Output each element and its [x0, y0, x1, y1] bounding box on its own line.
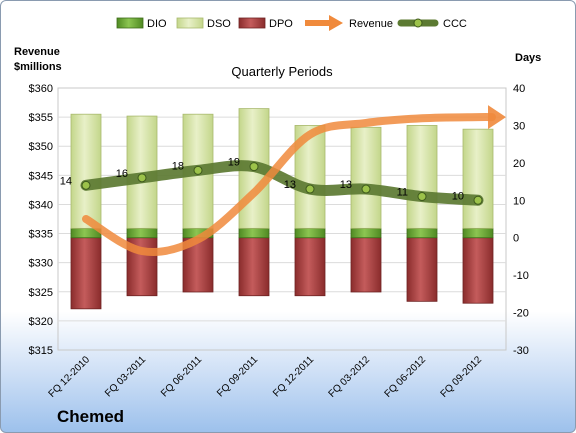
x-tick-label: FQ 06-2011: [159, 354, 204, 399]
y-right-tick-label: 40: [513, 83, 525, 95]
y-left-tick-label: $315: [29, 345, 53, 357]
legend-swatch-dso: [176, 17, 204, 29]
y-left-tick-label: $330: [29, 258, 53, 270]
bar-dpo: [406, 237, 438, 302]
y-right-tick-label: 0: [513, 233, 519, 245]
x-tick-label: FQ 12-2010: [47, 354, 93, 400]
bar-dio: [126, 227, 158, 239]
ccc-point: [81, 180, 91, 190]
y-left-tick-label: $340: [29, 199, 53, 211]
bar-dpo: [294, 237, 326, 297]
y-right-axis-title: Days: [515, 52, 541, 64]
x-tick-label: FQ 03-2012: [327, 354, 373, 400]
chart-title: Quarterly Periods: [231, 64, 333, 79]
x-tick-label: FQ 09-2011: [215, 354, 260, 399]
x-tick-label: FQ 03-2011: [103, 354, 148, 399]
y-left-tick-label: $335: [29, 229, 53, 241]
ccc-data-label: 13: [340, 179, 352, 191]
y-left-tick-label: $350: [29, 141, 53, 153]
bar-dio: [238, 227, 270, 239]
x-tick-label: FQ 06-2012: [383, 354, 429, 400]
ccc-data-label: 10: [452, 190, 464, 202]
ccc-data-label: 14: [60, 175, 72, 187]
y-left-tick-label: $320: [29, 316, 53, 328]
legend-label-revenue: Revenue: [349, 18, 393, 30]
legend-arrowhead-revenue: [329, 15, 343, 31]
bar-dso: [70, 113, 102, 229]
y-right-tick-label: 10: [513, 195, 525, 207]
bar-dso: [406, 125, 438, 229]
revenue-arrowhead: [488, 105, 506, 130]
y-right-tick-label: -10: [513, 270, 529, 282]
plot-area: [57, 87, 507, 351]
bar-dio: [294, 227, 326, 239]
legend-swatch-dio: [116, 17, 144, 29]
y-right-tick-label: 20: [513, 158, 525, 170]
y-left-tick-label: $360: [29, 83, 53, 95]
ccc-point: [137, 173, 147, 183]
y-left-axis-title: Revenue: [14, 46, 60, 58]
ccc-data-label: 13: [284, 179, 296, 191]
ccc-point: [417, 192, 427, 202]
legend-swatch-dpo: [238, 17, 266, 29]
bar-dso: [462, 128, 494, 229]
y-right-tick-label: -30: [513, 345, 529, 357]
y-left-axis-subtitle: $millions: [14, 61, 62, 73]
bar-dso: [350, 126, 382, 229]
bar-dpo: [462, 237, 494, 304]
x-tick-label: FQ 12-2011: [271, 354, 316, 399]
bar-dio: [350, 227, 382, 239]
legend-label-ccc: CCC: [443, 18, 467, 30]
y-right-tick-label: 30: [513, 120, 525, 132]
legend-marker-ccc: [413, 18, 423, 28]
ccc-point: [249, 162, 259, 172]
bar-dpo: [350, 237, 382, 293]
y-right-tick-label: -20: [513, 308, 529, 320]
bar-dpo: [238, 237, 270, 297]
ccc-data-label: 19: [228, 157, 240, 169]
y-left-tick-label: $355: [29, 112, 53, 124]
ccc-point: [193, 165, 203, 175]
bar-dio: [462, 227, 494, 239]
bar-dpo: [70, 237, 102, 310]
ccc-data-label: 11: [397, 187, 408, 199]
ccc-point: [473, 195, 483, 205]
company-name: Chemed: [57, 407, 125, 426]
ccc-point: [361, 184, 371, 194]
line-revenue: [82, 113, 496, 256]
legend-label-dio: DIO: [147, 18, 167, 30]
bar-dio: [406, 227, 438, 239]
y-left-tick-label: $325: [29, 287, 53, 299]
ccc-point: [305, 184, 315, 194]
legend-label-dpo: DPO: [269, 18, 293, 30]
bar-dpo: [182, 237, 214, 293]
ccc-data-label: 16: [116, 168, 128, 180]
y-left-tick-label: $345: [29, 170, 53, 182]
line-ccc: [80, 160, 484, 206]
x-tick-label: FQ 09-2012: [439, 354, 485, 400]
ccc-data-label: 18: [172, 160, 184, 172]
legend-label-dso: DSO: [207, 18, 231, 30]
